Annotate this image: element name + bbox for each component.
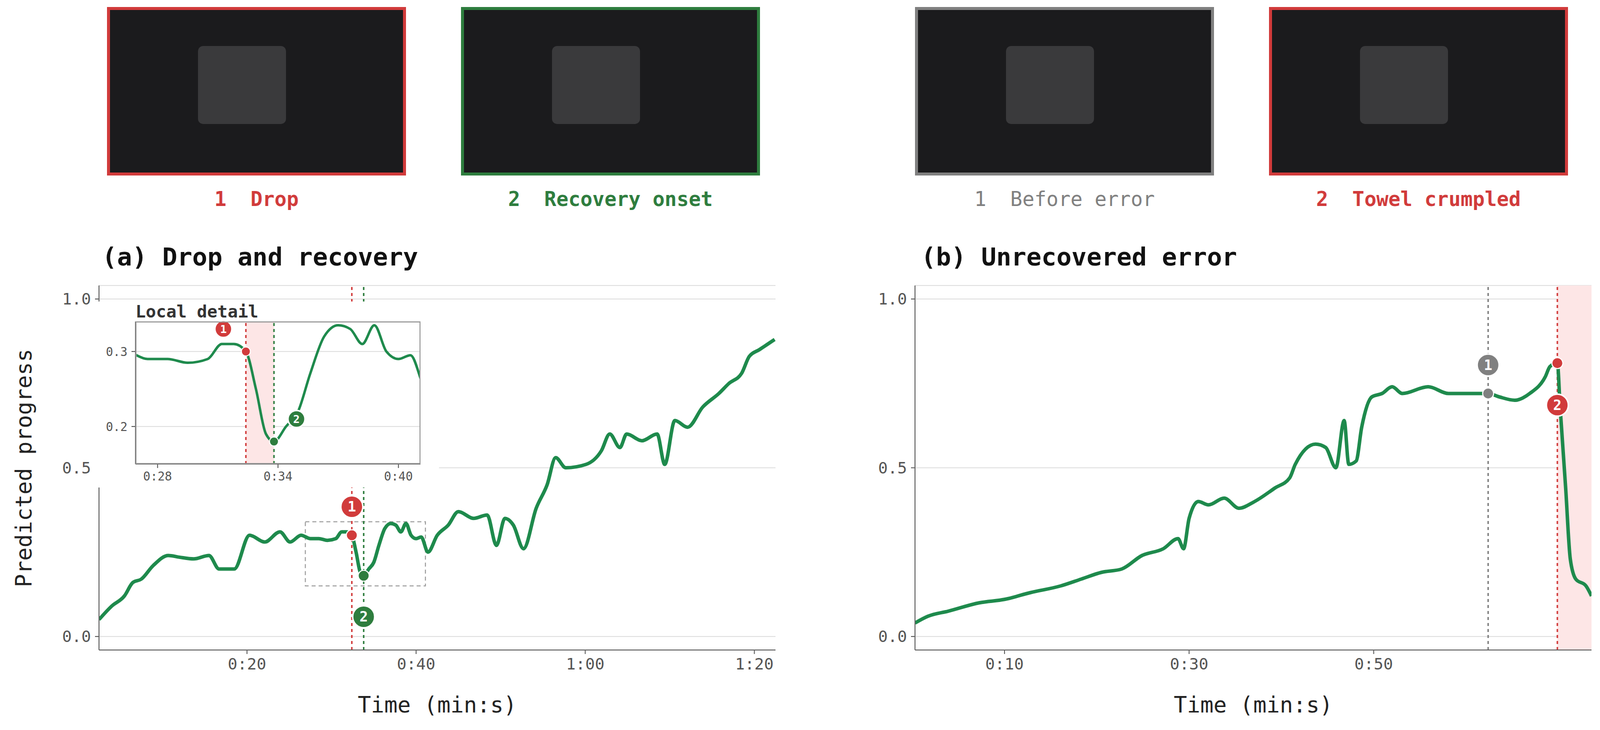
svg-text:0.3: 0.3 [106,345,128,359]
svg-text:1.0: 1.0 [62,289,91,309]
html-text:Time (min:s): Time (min:s) [1173,692,1333,718]
svg-text:2: 2 [1553,397,1562,414]
svg-text:1:00: 1:00 [566,654,605,674]
html-text:1 Before error: 1 Before error [974,187,1155,211]
svg-text:2: 2 [293,413,300,426]
svg-text:2: 2 [359,608,368,625]
html-text:Predicted progress: Predicted progress [11,348,37,587]
svg-text:0.5: 0.5 [62,458,91,478]
html-text:Local detail: Local detail [135,301,259,322]
html-text:(a) Drop and recovery: (a) Drop and recovery [102,242,419,272]
svg-text:0:40: 0:40 [397,654,436,674]
svg-text:1: 1 [347,498,356,515]
svg-text:0:10: 0:10 [985,654,1024,674]
svg-text:0:34: 0:34 [263,469,293,484]
svg-text:0:50: 0:50 [1354,654,1393,674]
html-text:1 Drop: 1 Drop [214,187,299,211]
svg-text:1.0: 1.0 [878,289,907,309]
svg-text:0:40: 0:40 [384,469,413,484]
svg-text:0:30: 0:30 [1170,654,1209,674]
svg-text:1: 1 [1484,357,1493,374]
svg-text:0:28: 0:28 [143,469,172,484]
svg-text:0.5: 0.5 [878,458,907,478]
svg-text:0.0: 0.0 [62,627,91,646]
html-text:2 Towel crumpled: 2 Towel crumpled [1316,187,1521,211]
html-text:Time (min:s): Time (min:s) [357,692,517,718]
svg-text:1:20: 1:20 [735,654,774,674]
svg-text:0.2: 0.2 [106,420,128,434]
svg-text:1: 1 [220,323,227,336]
svg-text:0:20: 0:20 [227,654,266,674]
html-text:2 Recovery onset: 2 Recovery onset [508,187,713,211]
html-text:(b) Unrecovered error: (b) Unrecovered error [921,242,1238,272]
svg-text:0.0: 0.0 [878,627,907,646]
